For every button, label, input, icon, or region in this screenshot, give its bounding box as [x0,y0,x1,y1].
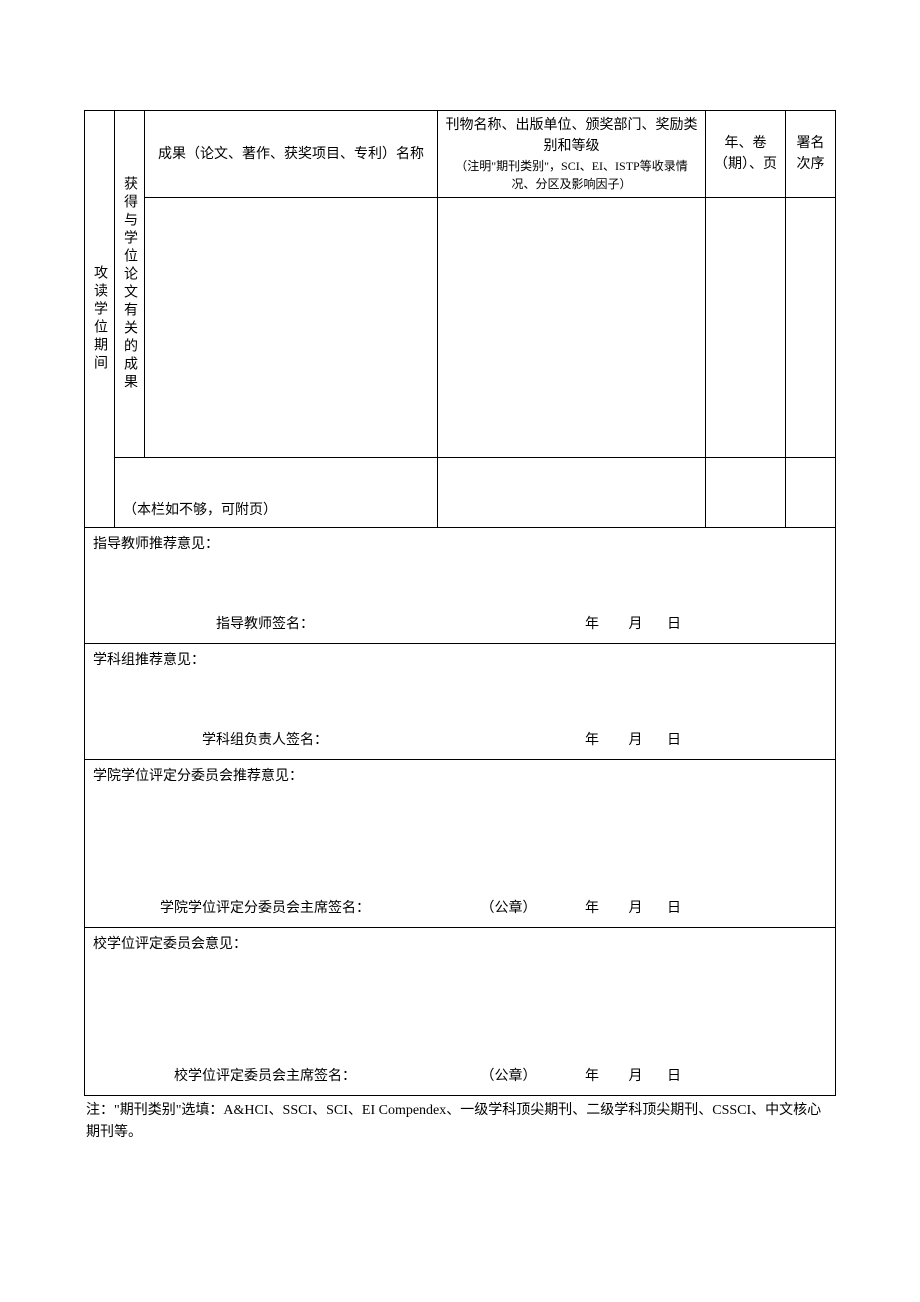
advisor-opinion-cell: 指导教师推荐意见： 指导教师签名： 年 月 日 [85,528,836,644]
univ-sign-label: 校学位评定委员会主席签名： [85,1066,445,1087]
row-label-results: 获得与学位论文有关的成果 [115,111,145,458]
advisor-title: 指导教师推荐意见： [93,534,827,555]
group-year: 年 [572,730,612,751]
college-opinion-row: 学院学位评定分委员会推荐意见： 学院学位评定分委员会主席签名： （公章） 年 月… [85,760,836,928]
group-opinion-row: 学科组推荐意见： 学科组负责人签名： 年 月 日 [85,644,836,760]
form-page: 攻读学位期间 获得与学位论文有关的成果 成果（论文、著作、获奖项目、专利）名称 … [0,0,920,1209]
univ-title: 校学位评定委员会意见： [93,934,827,955]
college-day: 日 [659,898,689,919]
univ-sign-line: 校学位评定委员会主席签名： （公章） 年 月 日 [85,1066,835,1087]
footnote: 注："期刊类别"选填：A&HCI、SSCI、SCI、EI Compendex、一… [84,1096,836,1149]
advisor-day: 日 [659,614,689,635]
advisor-sign-line: 指导教师签名： 年 月 日 [85,614,835,635]
advisor-month: 月 [616,614,656,635]
group-sign-line: 学科组负责人签名： 年 月 日 [85,730,835,751]
advisor-sign-label: 指导教师签名： [85,614,445,635]
college-year: 年 [572,898,612,919]
cell-publication [438,198,706,458]
cell-result-name [145,198,438,458]
group-sign-label: 学科组负责人签名： [85,730,445,751]
univ-seal: （公章） [449,1066,569,1087]
univ-year: 年 [572,1066,612,1087]
group-day: 日 [659,730,689,751]
header-col-order: 署名次序 [786,111,836,198]
college-month: 月 [616,898,656,919]
appendix-blank-3 [786,458,836,528]
univ-day: 日 [659,1066,689,1087]
header-pub-line1: 刊物名称、出版单位、颁奖部门、奖励类别和等级 [444,115,699,157]
group-month: 月 [616,730,656,751]
header-col-publication: 刊物名称、出版单位、颁奖部门、奖励类别和等级 （注明"期刊类别"，SCI、EI、… [438,111,706,198]
header-col-name: 成果（论文、著作、获奖项目、专利）名称 [145,111,438,198]
appendix-blank-1 [438,458,706,528]
college-sign-label: 学院学位评定分委员会主席签名： [85,898,445,919]
appendix-blank-2 [706,458,786,528]
college-seal: （公章） [449,898,569,919]
univ-month: 月 [616,1066,656,1087]
header-col-vol: 年、卷（期）、页 [706,111,786,198]
group-opinion-cell: 学科组推荐意见： 学科组负责人签名： 年 月 日 [85,644,836,760]
college-title: 学院学位评定分委员会推荐意见： [93,766,827,787]
college-opinion-cell: 学院学位评定分委员会推荐意见： 学院学位评定分委员会主席签名： （公章） 年 月… [85,760,836,928]
row-label-period: 攻读学位期间 [85,111,115,528]
data-row-blank [85,198,836,458]
results-form-table: 攻读学位期间 获得与学位论文有关的成果 成果（论文、著作、获奖项目、专利）名称 … [84,110,836,1096]
univ-opinion-row: 校学位评定委员会意见： 校学位评定委员会主席签名： （公章） 年 月 日 [85,928,836,1096]
cell-vol [706,198,786,458]
advisor-year: 年 [572,614,612,635]
advisor-opinion-row: 指导教师推荐意见： 指导教师签名： 年 月 日 [85,528,836,644]
header-row: 攻读学位期间 获得与学位论文有关的成果 成果（论文、著作、获奖项目、专利）名称 … [85,111,836,198]
appendix-note: （本栏如不够，可附页） [115,458,438,528]
header-pub-line2: （注明"期刊类别"，SCI、EI、ISTP等收录情况、分区及影响因子） [444,157,699,193]
group-title: 学科组推荐意见： [93,650,827,671]
college-sign-line: 学院学位评定分委员会主席签名： （公章） 年 月 日 [85,898,835,919]
cell-order [786,198,836,458]
univ-opinion-cell: 校学位评定委员会意见： 校学位评定委员会主席签名： （公章） 年 月 日 [85,928,836,1096]
appendix-row: （本栏如不够，可附页） [85,458,836,528]
